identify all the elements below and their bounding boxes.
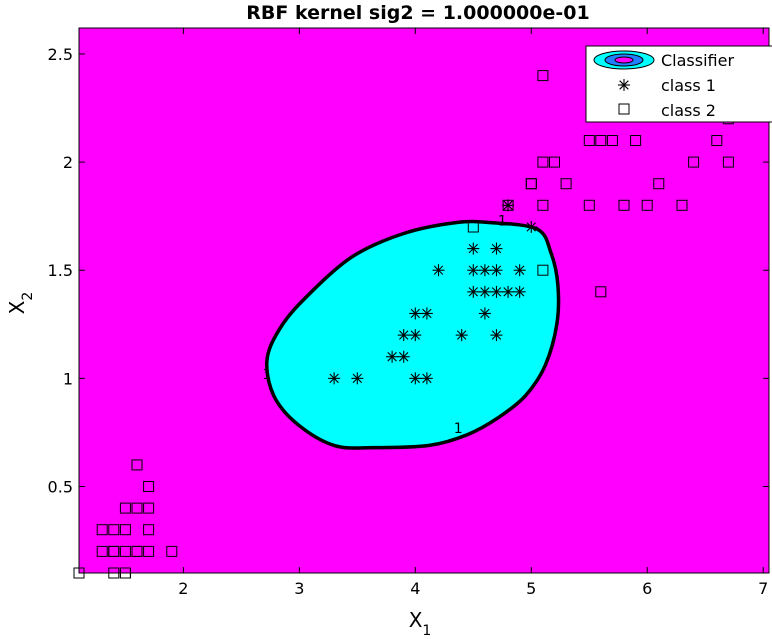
- class-1-point: [525, 220, 538, 233]
- y-tick-label: 2: [63, 153, 73, 172]
- class-1-point: [386, 350, 399, 363]
- class-2-point: [711, 135, 723, 146]
- class-1-point: [502, 199, 515, 212]
- plot-frame: [78, 27, 770, 574]
- class-1-point: [409, 329, 422, 342]
- class-2-point: [143, 502, 155, 514]
- class-2-point: [143, 524, 155, 536]
- class-1-point: [513, 285, 526, 298]
- x-axis-label: X1: [409, 608, 432, 639]
- class-1-point: [397, 329, 410, 342]
- class-2-point: [119, 524, 131, 536]
- y-tick-label: 2.5: [48, 45, 73, 64]
- class-1-point: [409, 372, 422, 385]
- class-1-point: [455, 329, 468, 342]
- x-axis-ticks: 2 3 4 5 6 7: [178, 28, 768, 598]
- class-1-point: [397, 350, 410, 363]
- y-tick-label: 1.5: [48, 261, 73, 280]
- class-1-point: [420, 307, 433, 320]
- class-2-point: [595, 286, 607, 298]
- class-2-point: [583, 135, 595, 146]
- y-tick-label: 1: [63, 369, 73, 388]
- boundary-level-label: 1: [454, 421, 463, 437]
- class-2-point: [166, 545, 178, 557]
- boundary-labels: 1 1 1: [262, 214, 506, 438]
- class-2-point: [537, 199, 549, 211]
- class-1-point: [467, 242, 480, 255]
- class-1-point: [478, 307, 491, 320]
- asterisk-marker-glyph: [618, 79, 630, 91]
- class-2-point: [108, 545, 120, 557]
- chart-title: RBF kernel sig2 = 1.000000e-01: [246, 2, 589, 24]
- class-2-point: [131, 545, 143, 557]
- class-1-point: [351, 372, 364, 385]
- class-1-point: [432, 264, 445, 277]
- class-1-point: [409, 307, 422, 320]
- class-1-point: [328, 372, 341, 385]
- class-2-point: [131, 459, 143, 471]
- class-1-point: [502, 285, 515, 298]
- x-tick-label: 5: [526, 579, 536, 598]
- legend-label-class-1: class 1: [661, 76, 716, 95]
- y-axis-label-sub: 2: [20, 292, 36, 301]
- y-tick-label: 0.5: [48, 477, 73, 496]
- class-2-point: [676, 199, 688, 211]
- class-1-point: [513, 264, 526, 277]
- boundary-level-label: 1: [262, 367, 271, 383]
- class-2-point: [119, 502, 131, 514]
- class-2-point: [560, 178, 572, 190]
- class-2-point: [119, 545, 131, 557]
- legend-label-classifier: Classifier: [661, 51, 734, 70]
- class-2-point: [595, 135, 607, 146]
- class-1-point: [467, 264, 480, 277]
- class-1-point: [420, 372, 433, 385]
- class-2-point: [537, 70, 549, 82]
- class-2-point: [583, 199, 595, 211]
- x-axis-label-sub: 1: [422, 623, 431, 639]
- class-1-point: [490, 242, 503, 255]
- class-2-point: [96, 545, 108, 557]
- class-1-point: [490, 285, 503, 298]
- class-2-point: [96, 524, 108, 536]
- legend: Classifier class 1 class 2: [585, 45, 772, 123]
- square-marker-icon: [618, 103, 630, 115]
- class-2-point: [630, 135, 642, 146]
- class-2-point: [688, 156, 700, 168]
- class-2-point: [108, 524, 120, 536]
- x-tick-label: 4: [410, 579, 420, 598]
- class-2-point: [641, 199, 653, 211]
- x-tick-label: 3: [294, 579, 304, 598]
- class-1-point: [467, 285, 480, 298]
- class-2-point: [618, 199, 630, 211]
- class-2-point: [143, 481, 155, 492]
- class-2-point: [537, 264, 549, 276]
- class-2-point: [653, 178, 665, 190]
- class-1-point: [490, 264, 503, 277]
- class-2-point: [467, 221, 479, 233]
- class-1-point: [478, 285, 491, 298]
- class-1-point: [478, 264, 491, 277]
- class-2-point: [606, 135, 618, 146]
- class-1-markers: [328, 199, 538, 385]
- x-tick-label: 6: [642, 579, 652, 598]
- x-axis-label-base: X: [409, 608, 423, 632]
- class-2-point: [537, 156, 549, 168]
- y-axis-ticks: 0.5 1 1.5 2 2.5: [48, 45, 769, 496]
- class-2-point: [722, 156, 734, 168]
- boundary-level-label: 1: [498, 214, 507, 230]
- class-2-point: [549, 156, 560, 168]
- legend-label-class-2: class 2: [661, 101, 716, 120]
- x-tick-label: 7: [758, 579, 768, 598]
- asterisk-marker-icon: [618, 79, 630, 91]
- class-1-point: [490, 329, 503, 342]
- y-axis-label: X2: [5, 292, 36, 315]
- class-2-point: [131, 502, 143, 514]
- x-tick-label: 2: [178, 579, 188, 598]
- class-2-point: [525, 178, 537, 190]
- y-axis-label-base: X: [5, 300, 29, 314]
- classifier-ellipses-icon: [593, 50, 655, 70]
- class-2-point: [143, 545, 155, 557]
